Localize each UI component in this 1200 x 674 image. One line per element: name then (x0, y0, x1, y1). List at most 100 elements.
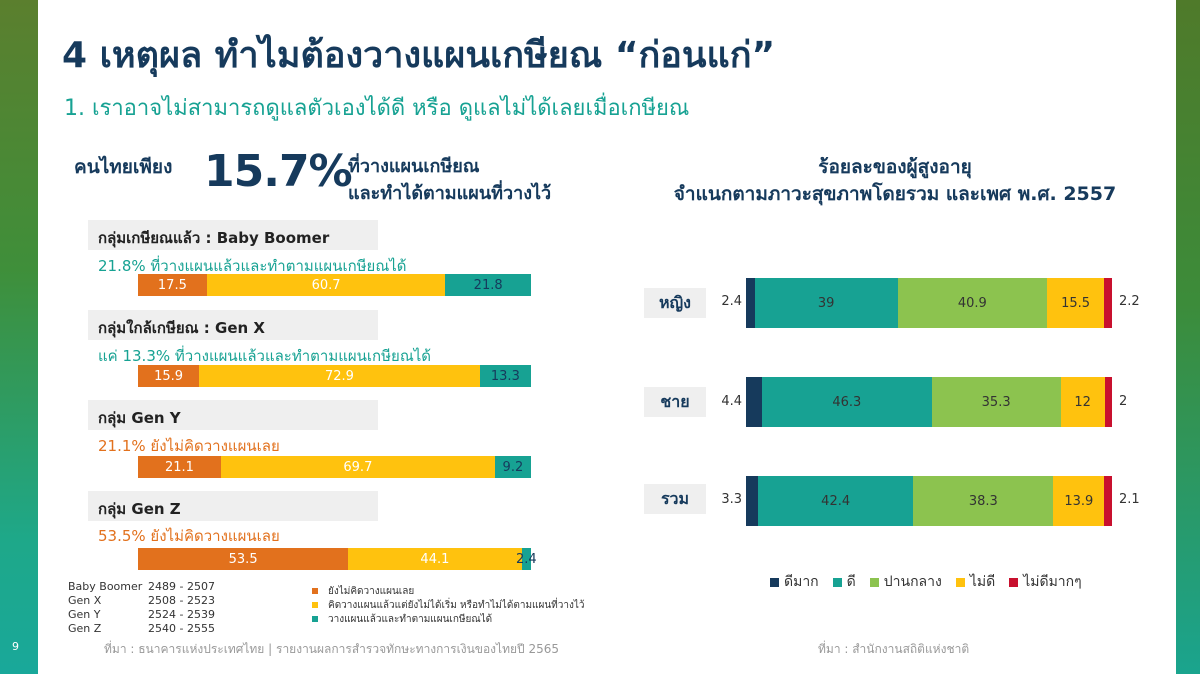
legend-swatch (312, 602, 318, 608)
planned-not-done-segment: 69.7 (220, 456, 495, 478)
gen-row: Gen Z 2540 - 2555 (68, 622, 215, 636)
gen-name: Gen X (68, 594, 102, 607)
very-good-segment (746, 476, 759, 526)
lead-value-label: 3.3 (721, 492, 742, 507)
legend-label: วางแผนแล้วและทำตามแผนเกษียณได้ (328, 614, 493, 625)
category-label: ชาย (644, 387, 706, 417)
moderate-segment: 35.3 (931, 377, 1061, 427)
group-box-3: กลุ่ม Gen Z (88, 491, 378, 521)
very-poor-segment (1103, 278, 1112, 328)
legend-label: ไม่ดีมากๆ (1023, 574, 1082, 590)
left-accent-band (0, 0, 38, 674)
gen-years: 2508 - 2523 (148, 594, 215, 607)
lead-value-label: 2.4 (721, 294, 742, 309)
right-chart-legend: ดีมาก ดี ปานกลาง ไม่ดี ไม่ดีมากๆ (770, 571, 1082, 593)
legend-swatch (869, 577, 879, 587)
stacked-bar-0: 17.5 60.7 21.8 (138, 274, 531, 296)
health-bar-1: 46.3 35.3 12 (746, 377, 1112, 427)
legend-label: ปานกลาง (883, 574, 942, 590)
left-source: ที่มา : ธนาคารแห่งประเทศไทย | รายงานผลกา… (104, 642, 559, 656)
group-note-3: 53.5% ยังไม่คิดวางแผนเลย (98, 527, 280, 545)
legend-item: ดีมาก (770, 571, 819, 593)
moderate-segment: 38.3 (913, 476, 1054, 526)
legend-item: ไม่ดีมากๆ (1009, 571, 1082, 593)
legend-swatch (312, 588, 318, 594)
category-label: หญิง (644, 288, 706, 318)
legend-label: ดีมาก (784, 574, 819, 590)
not-planning-segment: 15.9 (138, 365, 200, 387)
gen-row: Gen Y 2524 - 2539 (68, 608, 215, 622)
right-accent-band (1176, 0, 1200, 674)
planned-done-segment: 21.8 (445, 274, 531, 296)
legend-item: ปานกลาง (869, 571, 942, 593)
legend-swatch (312, 616, 318, 622)
poor-segment: 13.9 (1053, 476, 1105, 526)
good-segment: 46.3 (762, 377, 932, 427)
group-box-1: กลุ่มใกล้เกษียณ : Gen X (88, 310, 378, 340)
right-chart-title-line-1: ร้อยละของผู้สูงอายุ (818, 156, 972, 178)
tail-value-label: 2.2 (1119, 294, 1140, 309)
group-note-2: 21.1% ยังไม่คิดวางแผนเลย (98, 437, 280, 455)
very-good-segment (746, 278, 755, 328)
legend-swatch (955, 577, 965, 587)
gen-name: Gen Z (68, 622, 102, 635)
stat-line-1: ที่วางแผนเกษียณ (348, 156, 480, 177)
category-label: รวม (644, 484, 706, 514)
stacked-bar-3: 53.5 44.1 2.4 (138, 548, 537, 570)
group-box-2: กลุ่ม Gen Y (88, 400, 378, 430)
legend-label: ดี (846, 574, 856, 590)
group-note-1: แค่ 13.3% ที่วางแผนแล้วและทำตามแผนเกษียณ… (98, 347, 432, 365)
legend-swatch (770, 577, 779, 587)
lead-value-label: 4.4 (721, 394, 742, 409)
tail-value-label: 2.1 (1119, 492, 1140, 507)
group-label: กลุ่ม Gen Y (98, 409, 181, 427)
legend-label: ยังไม่คิดวางแผนเลย (328, 586, 415, 597)
very-poor-segment (1104, 476, 1112, 526)
stat-prefix: คนไทยเพียง (74, 156, 173, 178)
tail-value-label: 2 (1119, 394, 1128, 409)
group-note-0: 21.8% ที่วางแผนแล้วและทำตามแผนเกษียณได้ (98, 257, 407, 275)
planned-done-segment: 2.4 (516, 548, 537, 570)
legend-item: วางแผนแล้วและทำตามแผนเกษียณได้ (312, 613, 585, 627)
group-box-0: กลุ่มเกษียณแล้ว : Baby Boomer (88, 220, 378, 250)
group-label: กลุ่มใกล้เกษียณ : Gen X (98, 319, 265, 337)
left-chart-legend: ยังไม่คิดวางแผนเลย คิดวางแผนแล้วแต่ยังไม… (312, 585, 585, 627)
not-planning-segment: 53.5 (138, 548, 349, 570)
legend-swatch (1009, 577, 1019, 587)
good-segment: 42.4 (758, 476, 914, 526)
planned-done-segment: 13.3 (479, 365, 531, 387)
gen-years: 2524 - 2539 (148, 608, 215, 621)
planned-not-done-segment: 44.1 (348, 548, 522, 570)
slide-title: 4 เหตุผล ทำไมต้องวางแผนเกษียณ “ก่อนแก่” (62, 35, 776, 76)
generation-years-table: Baby Boomer 2489 - 2507 Gen X 2508 - 2523 … (68, 580, 215, 636)
very-poor-segment (1104, 377, 1112, 427)
gen-name: Baby Boomer (68, 580, 143, 593)
gen-row: Gen X 2508 - 2523 (68, 594, 215, 608)
legend-item: ยังไม่คิดวางแผนเลย (312, 585, 585, 599)
legend-swatch (832, 577, 842, 587)
poor-segment: 15.5 (1047, 278, 1104, 328)
stat-value: 15.7% (204, 146, 353, 197)
very-good-segment (746, 377, 763, 427)
poor-segment: 12 (1060, 377, 1105, 427)
slide-subtitle: 1. เราอาจไม่สามารถดูแลตัวเองได้ดี หรือ ด… (64, 96, 690, 121)
right-source: ที่มา : สำนักงานสถิติแห่งชาติ (818, 642, 970, 656)
gen-years: 2540 - 2555 (148, 622, 215, 635)
legend-item: คิดวางแผนแล้วแต่ยังไม่ได้เริ่ม หรือทำไม่… (312, 599, 585, 613)
right-chart-title-line-2: จำแนกตามภาวะสุขภาพโดยรวม และเพศ พ.ศ. 255… (673, 183, 1117, 205)
stat-line-2: และทำได้ตามแผนที่วางไว้ (348, 183, 552, 204)
stacked-bar-2: 21.1 69.7 9.2 (138, 456, 531, 478)
group-label: กลุ่มเกษียณแล้ว : Baby Boomer (98, 229, 330, 247)
planned-not-done-segment: 60.7 (206, 274, 446, 296)
moderate-segment: 40.9 (897, 278, 1048, 328)
group-label: กลุ่ม Gen Z (98, 500, 181, 518)
legend-label: ไม่ดี (969, 574, 996, 590)
gen-row: Baby Boomer 2489 - 2507 (68, 580, 215, 594)
gen-years: 2489 - 2507 (148, 580, 215, 593)
page-number: 9 (12, 640, 19, 653)
planned-done-segment: 9.2 (494, 456, 531, 478)
good-segment: 39 (754, 278, 898, 328)
legend-item: ไม่ดี (955, 571, 996, 593)
planned-not-done-segment: 72.9 (199, 365, 480, 387)
